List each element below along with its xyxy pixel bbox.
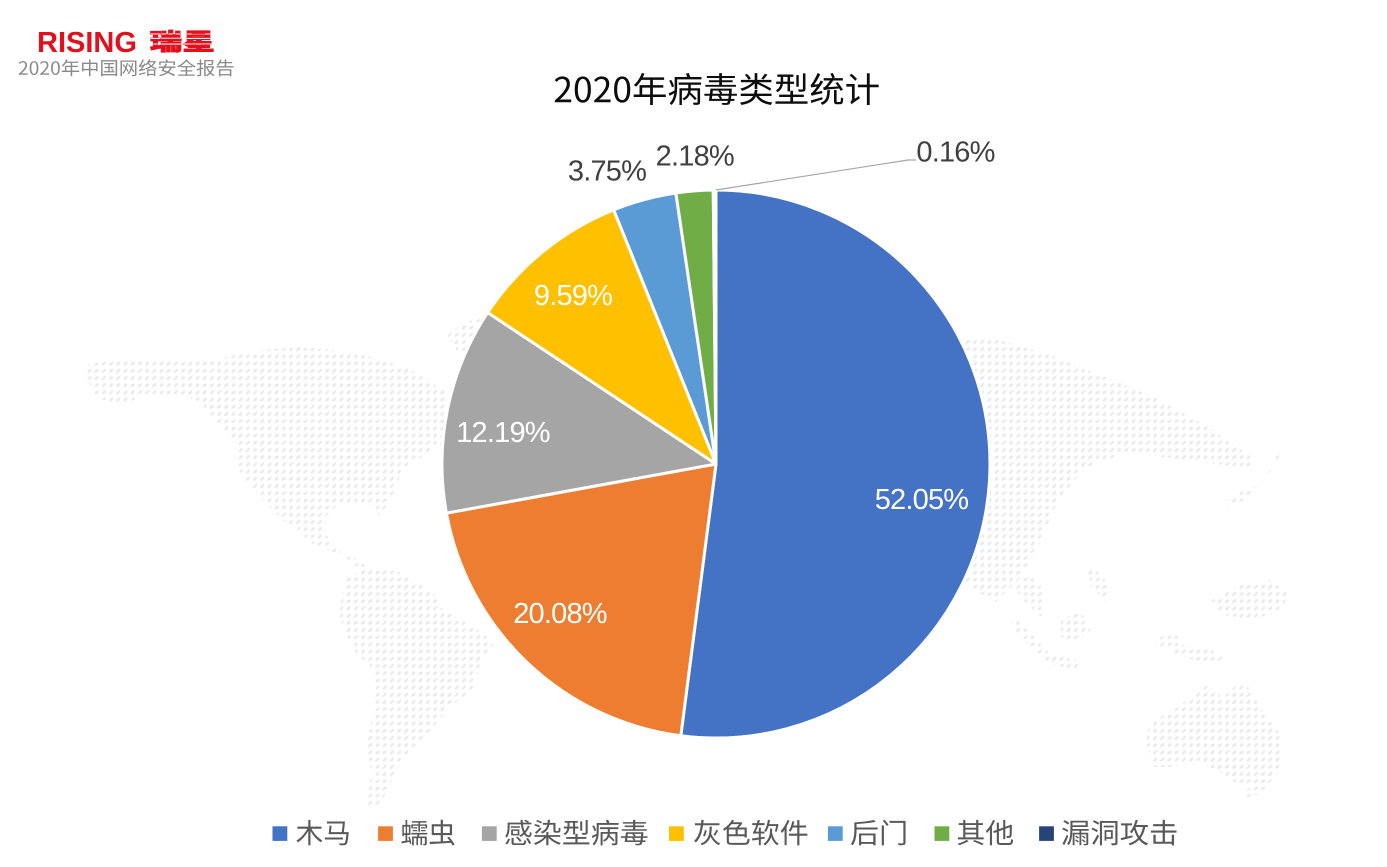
svg-text:2.18%: 2.18% bbox=[656, 141, 734, 173]
svg-text:0.16%: 0.16% bbox=[916, 137, 994, 169]
svg-text:RISING: RISING bbox=[37, 27, 137, 59]
svg-text:12.19%: 12.19% bbox=[456, 417, 550, 449]
svg-text:52.05%: 52.05% bbox=[875, 484, 969, 516]
svg-text:3.75%: 3.75% bbox=[568, 156, 646, 188]
svg-text:20.08%: 20.08% bbox=[513, 598, 607, 630]
svg-text:9.59%: 9.59% bbox=[534, 280, 612, 312]
